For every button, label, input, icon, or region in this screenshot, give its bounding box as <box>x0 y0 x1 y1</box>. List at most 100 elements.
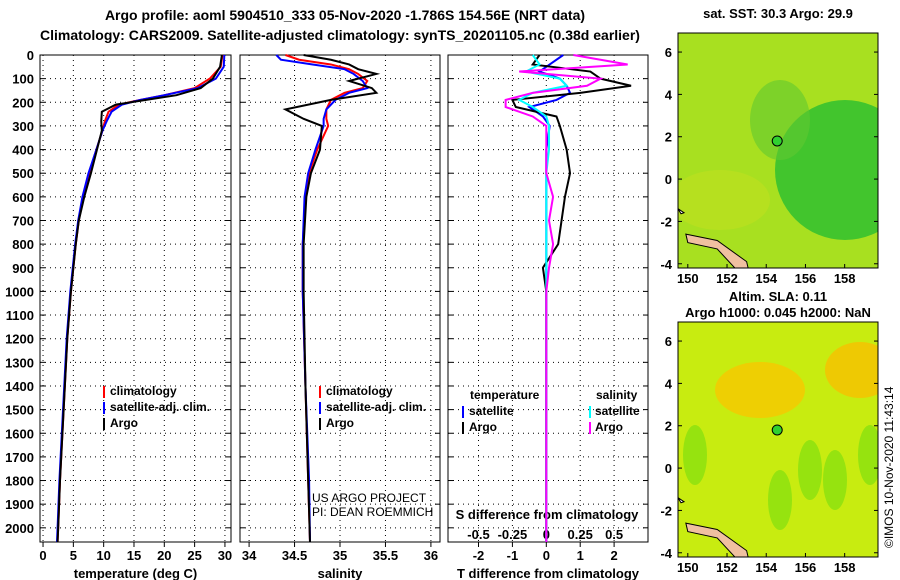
sla-low <box>823 450 847 510</box>
map-panel-1: 150 152 154 156 158 -4 -2 0 2 4 6 sat. SST: 30.3 Ar… <box>660 6 879 286</box>
y-tick-label: 1600 <box>5 426 34 441</box>
series-line-argo <box>56 54 223 543</box>
lat-tick-label: 4 <box>665 376 673 391</box>
sla-low <box>683 425 707 485</box>
legend-label: satellite-adj. clim. <box>110 400 210 414</box>
x-tick-label: 30 <box>218 548 232 563</box>
x-tick-label: 5 <box>70 548 77 563</box>
x-axis-label: T difference from climatology <box>457 566 640 580</box>
y-tick-label: 500 <box>12 166 34 181</box>
map-field <box>678 33 878 268</box>
x-axis-label: salinity <box>318 566 364 580</box>
lat-tick-label: 6 <box>665 334 672 349</box>
sla-low <box>798 440 822 500</box>
y-tick-label: 1300 <box>5 355 34 370</box>
legend-heading-temperature: temperature <box>470 388 540 402</box>
x-tick-label: 0 <box>39 548 46 563</box>
x-tick-label: 0 <box>543 548 550 563</box>
credit-project: US ARGO PROJECT <box>312 491 427 505</box>
y-tick-label: 100 <box>12 72 34 87</box>
lon-tick-label: 156 <box>795 560 817 575</box>
sla-high <box>715 362 805 418</box>
x-tick-label: 35 <box>333 548 347 563</box>
y-tick-label: 1700 <box>5 450 34 465</box>
x2-tick-label: -0.5 <box>467 527 489 542</box>
profile-panel-3: -2 -1 0 1 2 T difference from climatology -0.5… <box>447 54 649 580</box>
x-tick-label: 1 <box>577 548 584 563</box>
y-tick-label: 1100 <box>6 308 34 323</box>
y-tick-label: 600 <box>12 190 34 205</box>
legend-heading-salinity: salinity <box>596 388 638 402</box>
map-panel-2: 150 152 154 156 158 -4 -2 0 2 4 6 Altim. SLA: 0.11A… <box>660 289 879 575</box>
y-tick-label: 1500 <box>5 403 34 418</box>
y-tick-label: 200 <box>12 95 34 110</box>
sla-high <box>825 342 878 398</box>
legend-label: Argo <box>110 416 138 430</box>
x-tick-label: 34 <box>242 548 257 563</box>
x-tick-label: 2 <box>610 548 617 563</box>
map-title: Altim. SLA: 0.11 <box>729 289 827 304</box>
sst-patch <box>750 80 810 160</box>
legend-label: climatology <box>326 384 393 398</box>
lon-tick-label: 152 <box>716 560 738 575</box>
lon-tick-label: 158 <box>834 560 856 575</box>
y-tick-label: 700 <box>12 213 34 228</box>
y-tick-label: 0 <box>27 48 34 63</box>
legend-label: satellite-adj. clim. <box>326 400 426 414</box>
y-tick-label: 1200 <box>5 332 34 347</box>
plot-frame <box>39 54 232 543</box>
sst-patch <box>678 170 770 230</box>
sla-low <box>858 425 878 485</box>
lat-tick-label: 0 <box>665 172 672 187</box>
credit-pi: PI: DEAN ROEMMICH <box>312 505 433 519</box>
legend-label: climatology <box>110 384 177 398</box>
x2-tick-label: -0.25 <box>498 527 528 542</box>
lat-tick-label: -2 <box>660 503 672 518</box>
lon-tick-label: 154 <box>755 560 777 575</box>
lat-tick-label: 2 <box>665 130 672 145</box>
x-tick-label: -2 <box>473 548 485 563</box>
x-tick-label: 15 <box>127 548 141 563</box>
plot-frame <box>239 54 441 543</box>
legend-label: satellite <box>469 404 514 418</box>
profile-panel-1: 0 5 10 15 20 25 300100200300400500600700800900… <box>5 48 232 580</box>
argo-location-marker <box>771 135 783 147</box>
series-line-satellite-adj-clim- <box>55 54 226 543</box>
series-line-s-satellite <box>517 54 569 542</box>
x2-tick-label: 0.5 <box>605 527 623 542</box>
x-tick-label: 25 <box>187 548 201 563</box>
x-axis-label: temperature (deg C) <box>74 566 198 580</box>
y-tick-label: 1000 <box>5 284 34 299</box>
y-tick-label: 1900 <box>5 497 34 512</box>
profile-panel-2: 34 34.5 35 35.5 36 salinity climatology satelli… <box>239 54 441 580</box>
x-tick-label: 36 <box>424 548 438 563</box>
plot-frame <box>447 54 649 543</box>
series-line-argo <box>282 54 381 543</box>
map-field <box>678 322 878 557</box>
map-frame <box>677 32 879 269</box>
y-tick-label: 900 <box>12 261 34 276</box>
map-title: sat. SST: 30.3 Argo: 29.9 <box>703 6 853 21</box>
x2-tick-label: 0.25 <box>568 527 593 542</box>
lon-tick-label: 150 <box>677 560 699 575</box>
coastline-new-ireland <box>685 522 749 557</box>
lat-tick-label: 0 <box>665 461 672 476</box>
lon-tick-label: 154 <box>755 271 777 286</box>
lat-tick-label: 6 <box>665 45 672 60</box>
legend-label: satellite <box>595 404 640 418</box>
x-tick-label: 35.5 <box>373 548 398 563</box>
x-tick-label: -1 <box>507 548 519 563</box>
y-tick-label: 1800 <box>5 474 34 489</box>
legend-label: Argo <box>469 420 497 434</box>
copyright: ©IMOS 10-Nov-2020 11:43:14 <box>882 386 896 548</box>
lon-tick-label: 158 <box>834 271 856 286</box>
sla-low <box>768 470 792 530</box>
series-line-t-argo <box>510 54 632 542</box>
coastline-island <box>678 208 686 215</box>
series-line-climatology <box>56 54 224 543</box>
y-tick-label: 300 <box>12 119 34 134</box>
x-tick-label: 34.5 <box>282 548 307 563</box>
legend-label: Argo <box>595 420 623 434</box>
y-tick-label: 2000 <box>5 521 34 536</box>
